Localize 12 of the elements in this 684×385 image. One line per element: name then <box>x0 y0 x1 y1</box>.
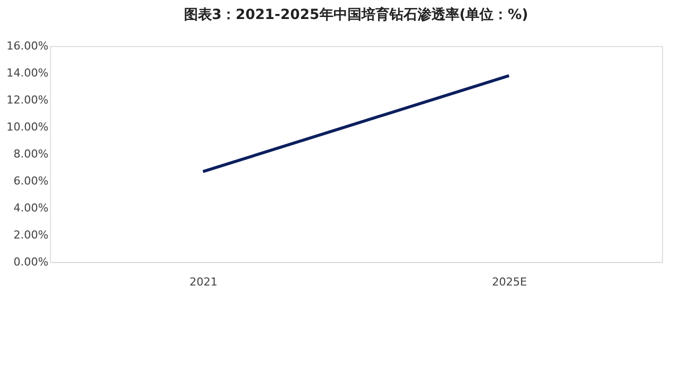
chart-title: 图表3：2021-2025年中国培育钻石渗透率(单位：%) <box>184 6 528 23</box>
x-tick-label: 2025E <box>492 276 528 288</box>
y-tick-label: 2.00% <box>14 228 48 242</box>
y-tick-label: 0.00% <box>14 256 48 268</box>
y-tick-label: 16.00% <box>6 40 48 52</box>
y-tick-label: 8.00% <box>14 148 48 160</box>
y-tick-label: 6.00% <box>14 174 48 188</box>
y-tick-label: 12.00% <box>6 94 48 106</box>
y-tick-label: 14.00% <box>6 66 48 80</box>
y-tick-label: 4.00% <box>14 202 48 214</box>
x-tick-label: 2021 <box>190 276 218 288</box>
y-tick-label: 10.00% <box>6 120 48 134</box>
